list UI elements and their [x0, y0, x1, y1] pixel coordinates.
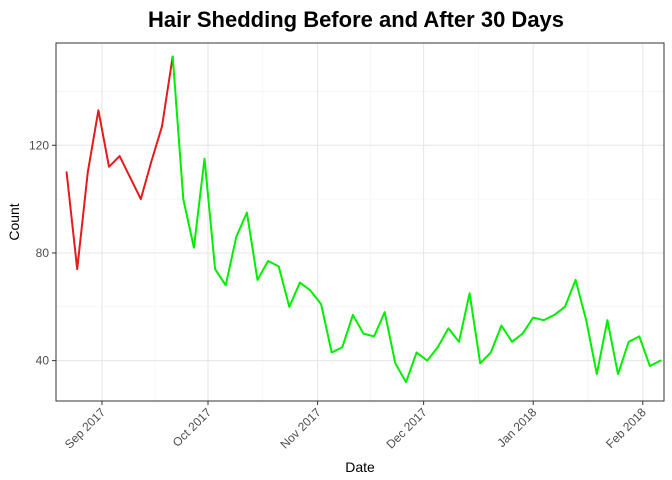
grid: [56, 43, 664, 401]
x-tick-label: Jan 2018: [495, 405, 540, 450]
x-tick-label: Dec 2017: [384, 405, 430, 451]
x-axis-label: Date: [345, 459, 375, 475]
chart-title: Hair Shedding Before and After 30 Days: [148, 7, 564, 32]
y-tick-label: 120: [29, 138, 49, 152]
plot-panel-border: [55, 42, 665, 402]
x-tick-label: Oct 2017: [170, 405, 215, 450]
x-tick-label: Nov 2017: [277, 405, 323, 451]
series-line-2: [171, 55, 662, 384]
y-axis-label: Count: [6, 203, 22, 240]
x-tick-label: Sep 2017: [62, 405, 108, 451]
x-tick-label: Feb 2018: [603, 405, 649, 451]
y-tick-label: 40: [36, 354, 50, 368]
axes: 40 80 120 Sep 2017 Oct 2017 Nov 2017 Dec 2017 J…: [29, 138, 649, 451]
series-line-1: [65, 55, 174, 271]
y-tick-label: 80: [36, 246, 50, 260]
series-layer: [65, 55, 662, 384]
